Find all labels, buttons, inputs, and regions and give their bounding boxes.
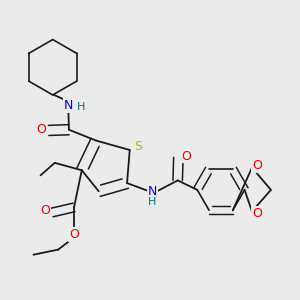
Text: H: H	[77, 102, 85, 112]
Text: N: N	[148, 185, 158, 198]
Text: O: O	[252, 207, 262, 220]
Text: O: O	[181, 150, 191, 163]
Text: O: O	[36, 123, 46, 136]
Text: O: O	[252, 159, 262, 172]
Text: H: H	[148, 197, 157, 207]
Text: O: O	[69, 228, 79, 241]
Text: S: S	[134, 140, 142, 153]
Text: O: O	[40, 204, 50, 217]
Text: N: N	[64, 99, 73, 112]
